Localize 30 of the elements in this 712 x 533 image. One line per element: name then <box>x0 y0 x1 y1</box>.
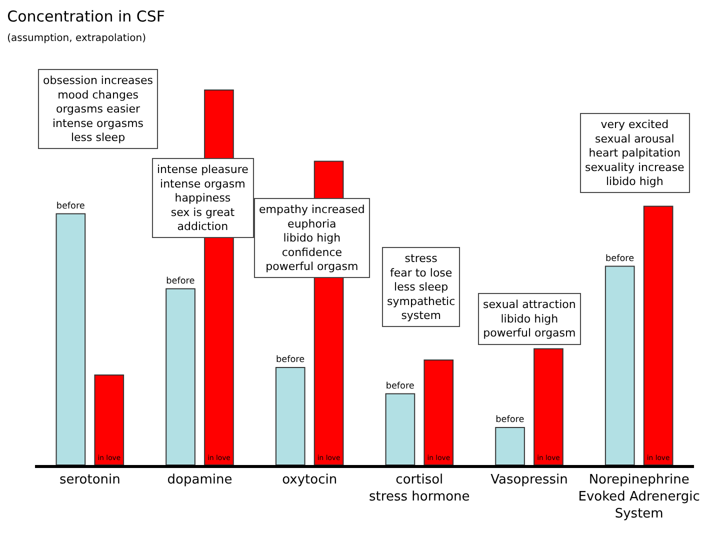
bar <box>643 206 674 465</box>
chart-title: Concentration in CSF <box>7 7 166 26</box>
bar <box>604 266 635 465</box>
series-label: before <box>56 201 85 212</box>
annotation: sexual attraction libido high powerful orgasm <box>483 298 576 340</box>
text: before <box>605 254 634 264</box>
bar <box>385 393 416 465</box>
bar <box>94 374 124 465</box>
x-tick-label: dopamine <box>167 472 232 488</box>
annotation: stress fear to lose less sleep sympathetic system <box>387 252 456 322</box>
annotation: obsession increases mood changes orgasms easier intense orgasms less sleep <box>43 74 154 144</box>
annotation: intense pleasure intense orgasm happiness sex is great addiction <box>157 163 249 234</box>
text: before <box>276 355 305 366</box>
bar <box>424 360 454 465</box>
x-tick-label: serotonin <box>59 472 120 488</box>
bar <box>275 367 306 465</box>
bar <box>166 288 196 465</box>
chart-subtitle: (assumption, extrapolation) <box>7 32 146 44</box>
annotation: empathy increased euphoria libido high confidence powerful orgasm <box>259 203 365 274</box>
x-tick-label: cortisol stress hormone <box>369 472 470 504</box>
x-tick-label: Vasopressin <box>490 472 568 488</box>
annotation: very excited sexual arousal heart palpitation sexuality increase libido high <box>585 118 685 188</box>
text: before <box>166 276 195 286</box>
text: before <box>496 415 524 426</box>
x-tick-label: Norepinephrine Evoked Adrenergic System <box>578 472 700 522</box>
bar <box>495 427 525 465</box>
x-tick-label: oxytocin <box>282 472 338 488</box>
text: before <box>386 381 414 392</box>
bar <box>534 348 564 465</box>
bar <box>56 213 86 465</box>
